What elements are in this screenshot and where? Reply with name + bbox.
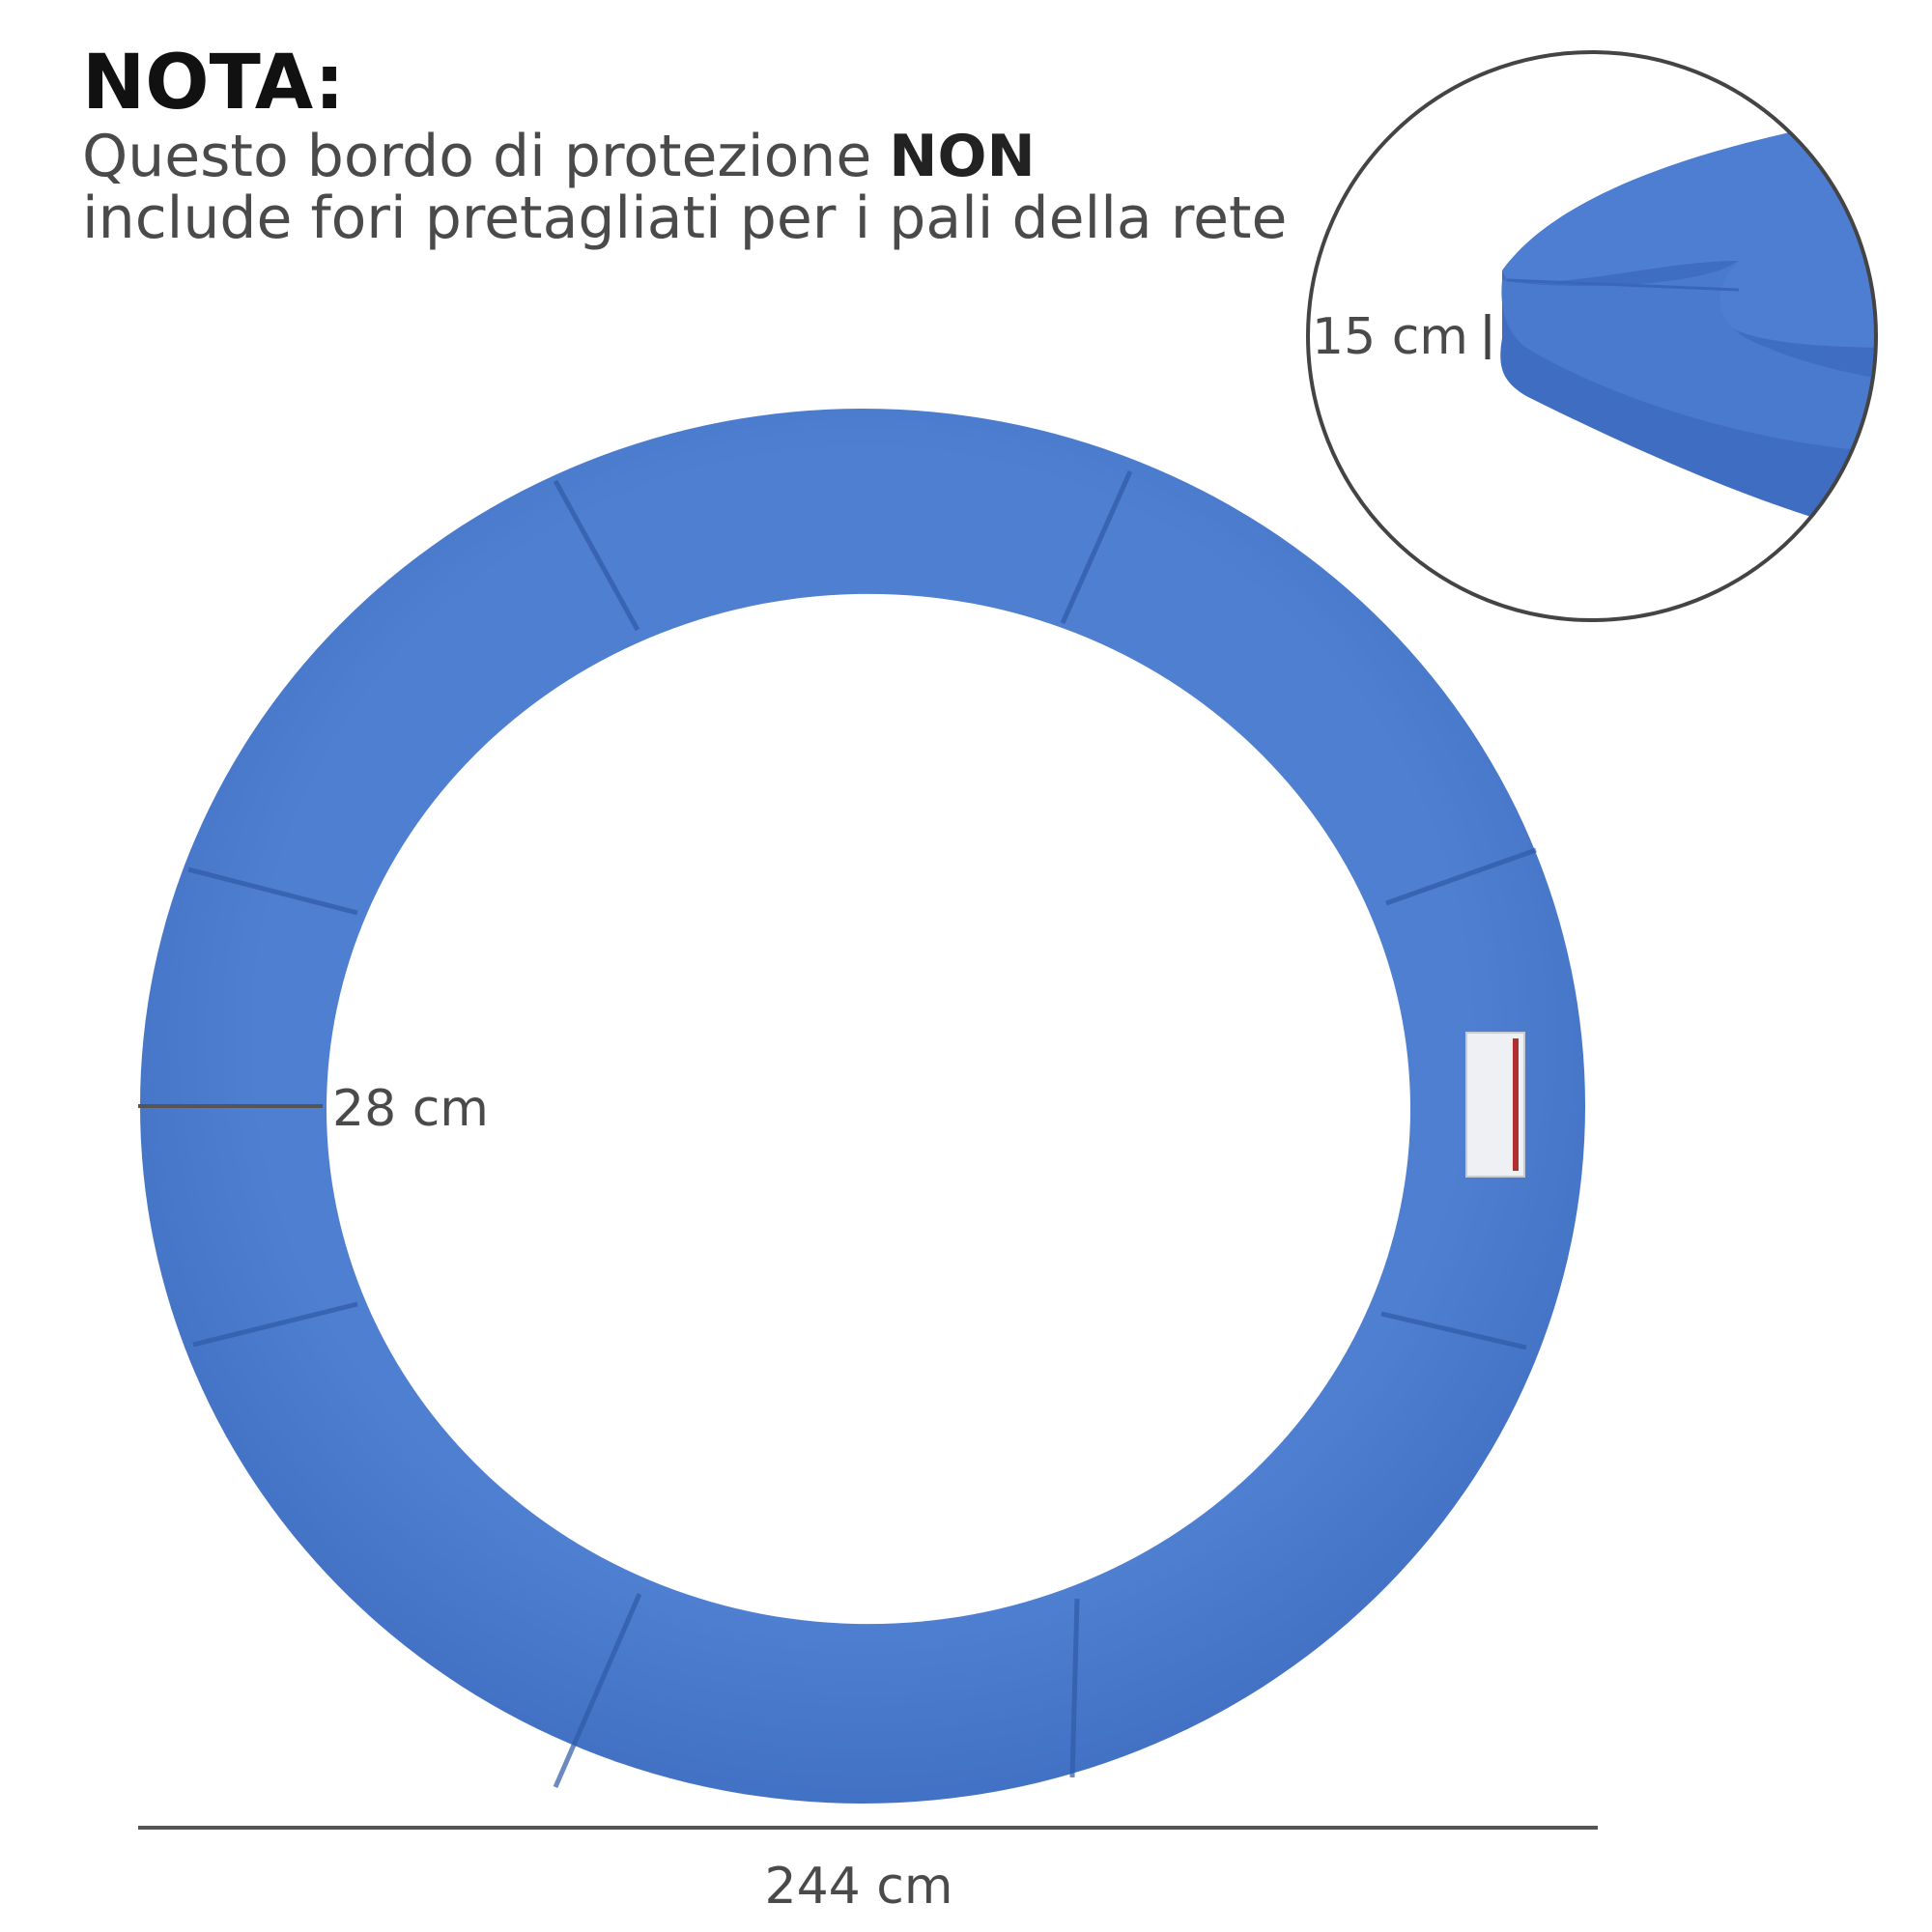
diameter-label: 244 cm	[764, 1858, 952, 1916]
note-bold: NON	[889, 123, 1035, 190]
label-stripe	[1513, 1038, 1519, 1171]
note-text: Questo bordo di protezione	[82, 123, 871, 190]
width-label: 28 cm	[332, 1080, 489, 1138]
inset-circle	[1306, 50, 1878, 622]
height-label: 15 cm	[1312, 308, 1468, 366]
seams	[187, 469, 1537, 1788]
note-title: NOTA:	[82, 40, 345, 127]
note-line: include fori pretagliati per i pali dell…	[82, 185, 1287, 252]
note-line: Questo bordo di protezione NON	[82, 123, 1036, 190]
